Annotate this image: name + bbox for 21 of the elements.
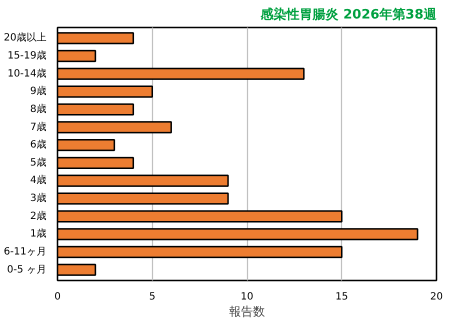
y-tick-label: 4歳 (30, 174, 47, 186)
x-tick-label: 5 (149, 292, 156, 302)
y-tick-label: 8歳 (30, 102, 47, 115)
y-tick-label: 3歳 (30, 192, 47, 204)
x-tick-label: 10 (240, 292, 254, 302)
y-tick-label: 6歳 (30, 138, 47, 151)
x-tick-label: 15 (335, 292, 348, 302)
y-tick-label: 6-11ヶ月 (4, 246, 47, 258)
y-tick-label: 7歳 (30, 120, 47, 133)
y-tick-label: 2歳 (30, 210, 47, 222)
x-tick-label: 20 (430, 292, 443, 302)
y-tick-label: 9歳 (30, 85, 47, 98)
y-tick-label: 1歳 (30, 228, 47, 240)
y-tick-label: 15-19歳 (7, 50, 47, 62)
y-tick-label: 5歳 (30, 156, 47, 168)
y-tick-label: 10-14歳 (7, 67, 47, 80)
x-axis-title: 報告数 (229, 304, 265, 318)
y-tick-label: 0-5 ヶ月 (6, 264, 47, 276)
x-tick-label: 0 (54, 292, 61, 302)
y-tick-label: 20歳以上 (4, 32, 47, 44)
chart-title: 感染性胃腸炎 2026年第38週 (260, 6, 438, 22)
